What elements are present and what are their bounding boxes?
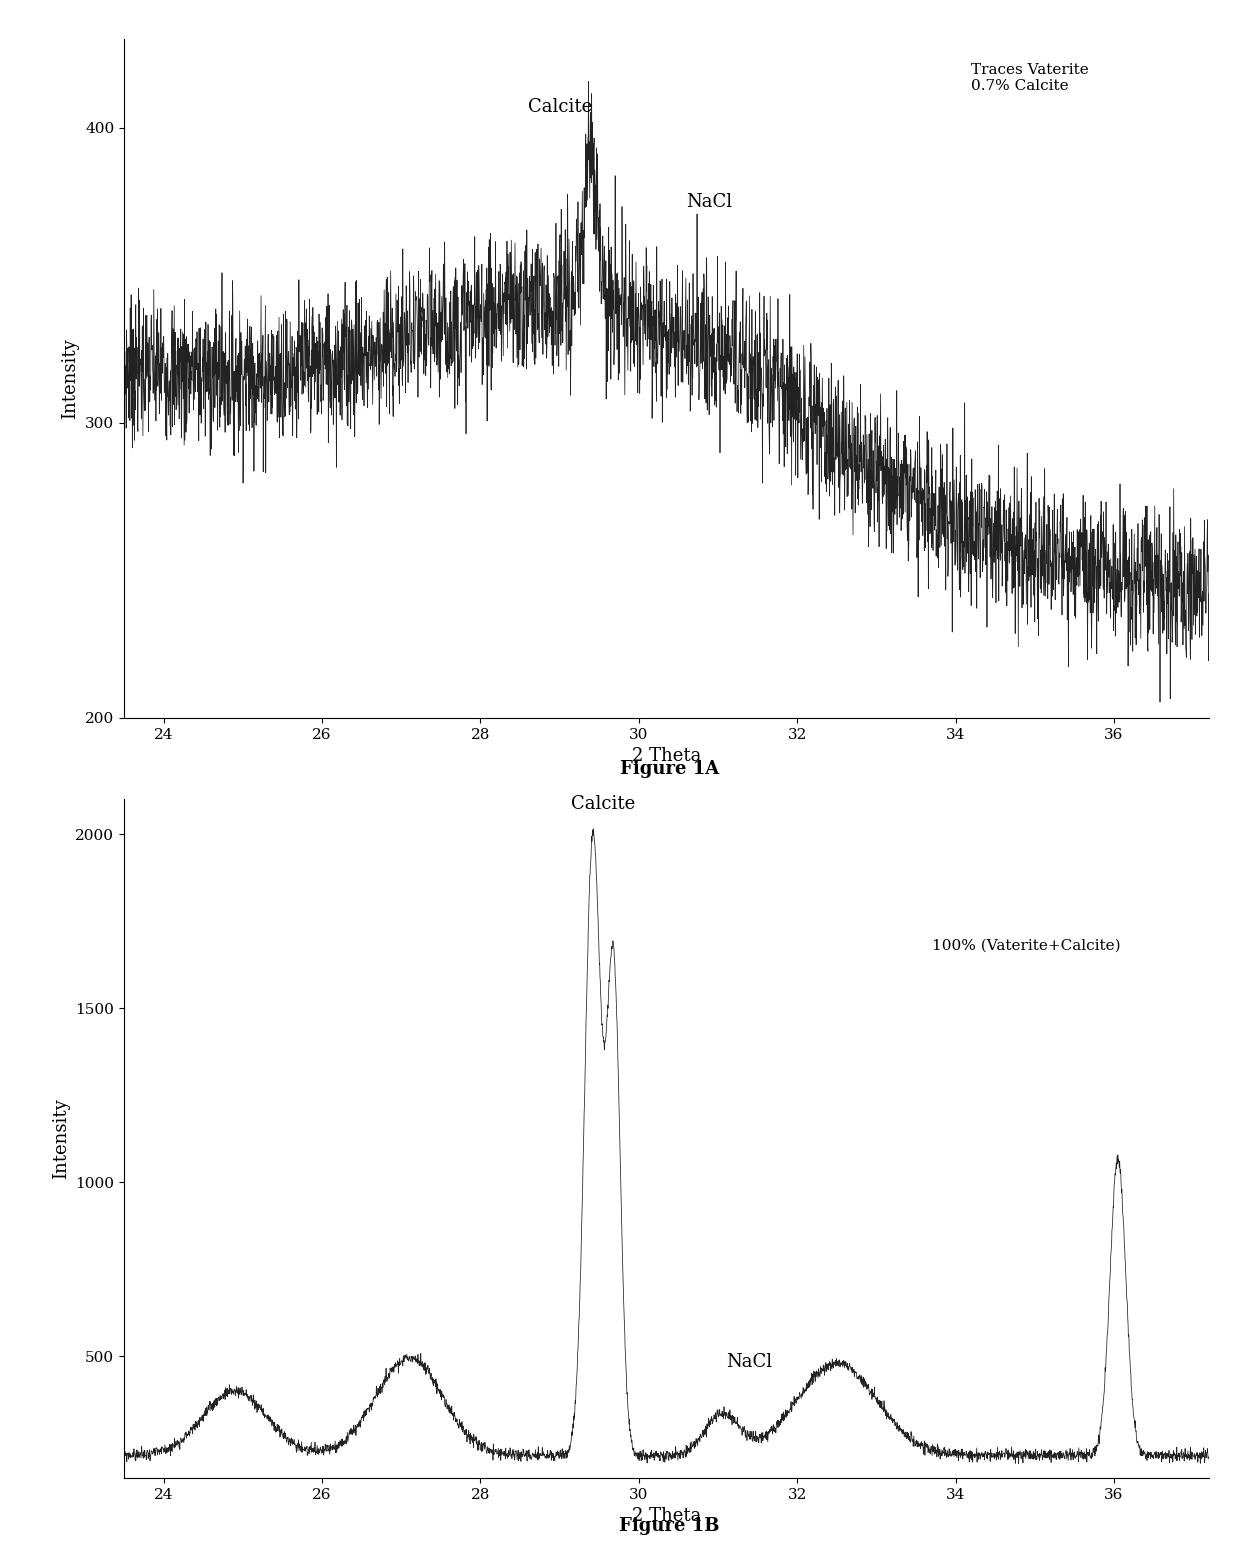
Text: Calcite: Calcite [570,795,635,813]
X-axis label: 2 Theta: 2 Theta [632,748,701,765]
Text: Traces Vaterite
0.7% Calcite: Traces Vaterite 0.7% Calcite [971,63,1089,92]
Text: Calcite: Calcite [528,99,593,116]
Text: Figure 1A: Figure 1A [620,760,719,779]
Y-axis label: Intensity: Intensity [62,338,79,419]
X-axis label: 2 Theta: 2 Theta [632,1508,701,1525]
Text: NaCl: NaCl [686,192,733,211]
Text: Figure 1B: Figure 1B [619,1517,720,1536]
Text: 100% (Vaterite+Calcite): 100% (Vaterite+Calcite) [931,938,1121,952]
Text: NaCl: NaCl [725,1353,773,1370]
Y-axis label: Intensity: Intensity [52,1098,69,1179]
